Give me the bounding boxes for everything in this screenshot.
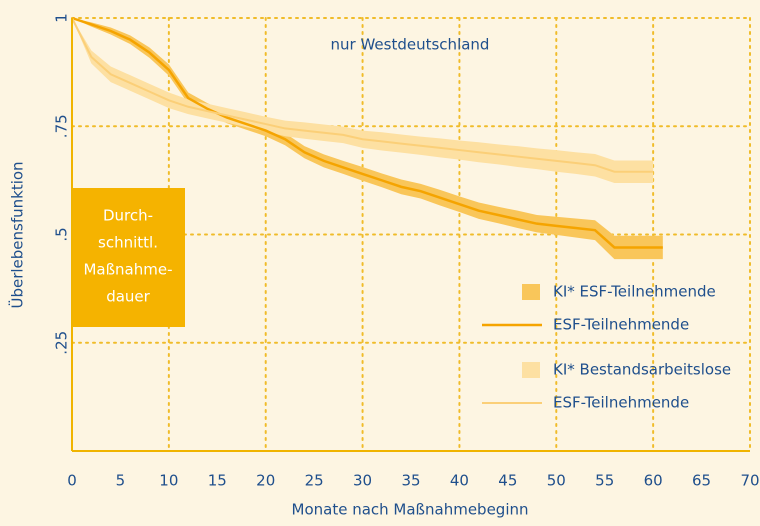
x-tick-label: 50: [547, 472, 566, 490]
x-tick-label: 70: [740, 472, 759, 490]
box-label: dauer: [106, 288, 150, 306]
survival-line: [71, 16, 663, 249]
confidence-band: [72, 18, 663, 260]
box-label: schnittl.: [98, 234, 158, 252]
x-tick-label: 55: [595, 472, 614, 490]
lines: [71, 16, 663, 249]
y-tick-label: 1: [53, 13, 71, 23]
legend-label: KI* ESF-Teilnehmende: [553, 283, 716, 301]
x-tick-label: 40: [450, 472, 469, 490]
confidence-band: [72, 18, 654, 183]
annotation: nur Westdeutschland: [331, 36, 490, 54]
x-tick-label: 45: [498, 472, 517, 490]
duration-box: [72, 188, 185, 327]
x-axis-label: Monate nach Maßnahmebeginn: [292, 501, 529, 519]
x-tick-label: 20: [256, 472, 275, 490]
x-tick-label: 30: [353, 472, 372, 490]
x-tick-label: 60: [644, 472, 663, 490]
legend-label: ESF-Teilnehmende: [553, 394, 689, 412]
x-tick-label: 65: [692, 472, 711, 490]
x-tick-label: 0: [67, 472, 77, 490]
legend-swatch: [522, 284, 540, 300]
x-tick-label: 5: [116, 472, 126, 490]
legend-swatch: [522, 362, 540, 378]
legend-label: ESF-Teilnehmende: [553, 316, 689, 334]
x-tick-label: 35: [401, 472, 420, 490]
x-tick-label: 25: [305, 472, 324, 490]
survival-line: [71, 17, 654, 173]
y-axis-label: Überlebensfunktion: [8, 161, 27, 308]
y-tick-label: .75: [53, 114, 71, 138]
y-tick-label: .5: [53, 227, 71, 241]
box-label: Maßnahme-: [83, 261, 172, 279]
legend-label: KI* Bestandsarbeitslose: [553, 361, 731, 379]
x-tick-label: 10: [159, 472, 178, 490]
x-tick-label: 15: [208, 472, 227, 490]
box-label: Durch-: [103, 207, 153, 225]
bands: [72, 18, 663, 260]
y-tick-label: .25: [53, 331, 71, 355]
